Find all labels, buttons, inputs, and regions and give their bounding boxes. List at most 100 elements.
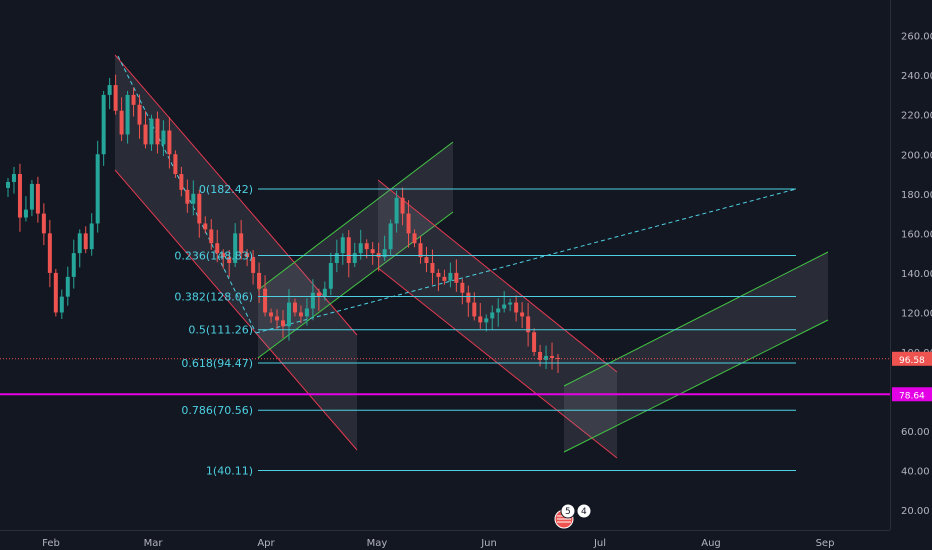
time-tick-label: Jul <box>593 538 606 549</box>
events-indicator[interactable]: 5 4 <box>554 503 592 529</box>
candle-body <box>442 276 447 281</box>
red-channel-1-upper <box>114 54 358 336</box>
candle-body <box>53 272 58 313</box>
price-tick-label: 120.00 <box>901 308 932 319</box>
candle-body <box>400 197 405 214</box>
candle-body <box>538 352 543 360</box>
candle-body <box>59 296 64 313</box>
candle-body <box>508 302 513 305</box>
price-tick-label: 20.00 <box>901 506 930 517</box>
price-tick-label: 240.00 <box>901 71 932 82</box>
fib-level-label: 0.382(128.06) <box>174 291 253 304</box>
candle-body <box>215 243 220 254</box>
dashed-trend-2 <box>255 188 797 334</box>
fib-level-label: 0(182.42) <box>199 183 253 196</box>
candle-body <box>436 272 441 277</box>
fib-level-label: 0.5(111.26) <box>188 324 253 337</box>
time-tick-label: Aug <box>701 538 721 549</box>
horizontal-lines <box>0 358 890 396</box>
fib-level-label: 0.618(94.47) <box>181 357 253 370</box>
candle-body <box>550 355 555 358</box>
candle-body <box>286 302 291 327</box>
earnings-badge-count: 5 <box>565 507 571 517</box>
candle-body <box>233 233 238 264</box>
candle-body <box>173 154 178 175</box>
candle-body <box>143 124 148 145</box>
fib-level-label: 0.236(148.83) <box>174 249 253 262</box>
current-price-badge-label: 96.58 <box>899 356 925 366</box>
time-tick-label: May <box>367 538 388 549</box>
dividend-badge-icon[interactable] <box>576 503 592 519</box>
candle-body <box>430 263 435 273</box>
candle-body <box>406 213 411 234</box>
candle-body <box>245 253 250 258</box>
dividend-badge-count: 4 <box>581 507 587 517</box>
price-tick-label: 140.00 <box>901 269 932 280</box>
candle-body <box>490 312 495 319</box>
time-tick-label: Feb <box>42 538 60 549</box>
candle-body <box>185 189 190 204</box>
candle-body <box>322 288 327 297</box>
candle-body <box>89 223 94 250</box>
candle-body <box>65 276 70 297</box>
candle-body <box>460 282 465 293</box>
candle-body <box>502 304 507 309</box>
time-tick-label: Jun <box>480 538 497 549</box>
candle-body <box>101 94 106 155</box>
candle-body <box>17 174 22 218</box>
price-tick-label: 160.00 <box>901 229 932 240</box>
time-tick-label: Apr <box>257 538 275 549</box>
candle-body <box>35 183 40 214</box>
green-channel-2-upper <box>563 251 829 387</box>
candle-body <box>364 243 369 250</box>
green-channel-2-fill <box>564 252 828 452</box>
support-price-badge-label: 78.64 <box>899 391 925 401</box>
candle-body <box>107 85 112 95</box>
candle-body <box>281 320 285 327</box>
candle-body <box>472 302 477 317</box>
price-badges: 96.58 78.64 <box>892 351 932 402</box>
candle-body <box>292 302 297 313</box>
candle-body <box>137 104 142 125</box>
support-price-badge <box>892 387 932 402</box>
candle-body <box>346 237 351 264</box>
time-tick-label: Mar <box>144 538 164 549</box>
candle-body <box>6 181 10 188</box>
candle-body <box>275 316 280 321</box>
candle-body <box>209 229 214 244</box>
time-axis[interactable]: Feb Mar Apr May Jun Jul Aug Sep <box>42 538 834 549</box>
candle-body <box>71 253 76 277</box>
candle-body <box>131 94 136 105</box>
candle-body <box>221 253 226 258</box>
green-channel-1-upper <box>257 141 454 291</box>
red-channel-2-upper <box>377 179 618 373</box>
candle-body <box>269 312 274 317</box>
candle-body <box>340 237 345 254</box>
fib-level-label: 0.786(70.56) <box>181 404 253 417</box>
candle-body <box>304 308 309 317</box>
candle-body <box>119 110 124 135</box>
candle-body <box>412 233 417 244</box>
candle-body <box>11 174 16 182</box>
price-tick-label: 60.00 <box>901 427 930 438</box>
candle-body <box>328 263 333 289</box>
candle-body <box>197 193 202 224</box>
earnings-badge-icon[interactable] <box>560 503 576 519</box>
price-tick-label: 260.00 <box>901 32 932 43</box>
candle-body <box>41 213 46 234</box>
fib-level-label: 1(40.11) <box>206 464 253 477</box>
candle-body <box>203 223 208 230</box>
price-tick-label: 200.00 <box>901 150 932 161</box>
candle-body <box>95 154 100 224</box>
candle-body <box>316 292 321 297</box>
candle-body <box>382 249 387 258</box>
candle-body <box>23 209 28 218</box>
candle-body <box>263 288 268 313</box>
fibonacci-retracement[interactable]: 0(182.42) 0.236(148.83) 0.382(128.06) 0.5(1… <box>174 183 796 477</box>
candle-body <box>526 316 531 333</box>
candle-body <box>167 130 172 155</box>
candle-body <box>532 332 537 353</box>
candle-body <box>394 197 399 224</box>
